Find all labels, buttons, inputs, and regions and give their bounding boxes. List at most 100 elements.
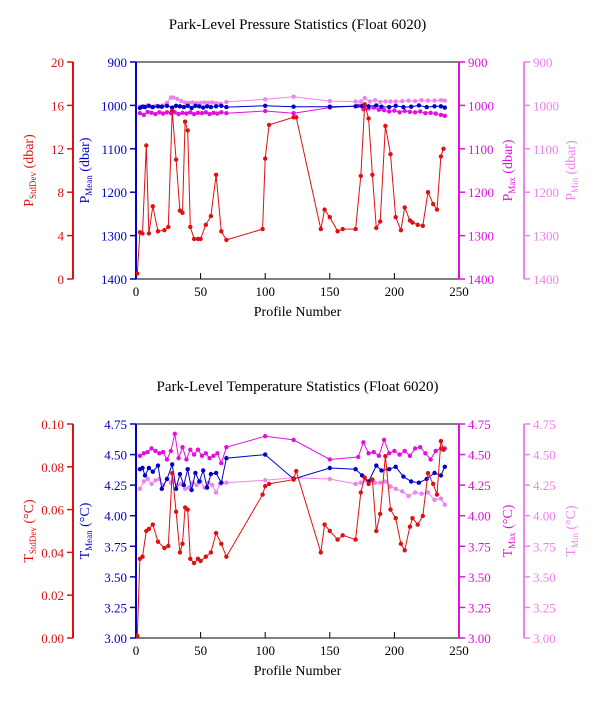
max-data-point bbox=[433, 448, 438, 454]
stddev-data-point bbox=[182, 119, 188, 124]
stddev-data-point bbox=[191, 560, 197, 566]
min-tick-label: 1300 bbox=[533, 229, 559, 244]
max-data-point bbox=[149, 446, 154, 451]
stddev-tick-label: 20 bbox=[51, 55, 64, 70]
max-tick-label: 1100 bbox=[468, 142, 494, 157]
min-data-point bbox=[438, 496, 444, 501]
stddev-data-point bbox=[420, 513, 425, 519]
max-data-point bbox=[402, 448, 407, 454]
mean-data-point bbox=[204, 104, 210, 109]
min-data-point bbox=[137, 486, 143, 491]
max-tick-label: 4.75 bbox=[468, 417, 491, 432]
min-tick-label: 3.50 bbox=[533, 570, 556, 585]
max-axis-label-unit: (dbar) bbox=[501, 139, 516, 177]
min-data-point bbox=[353, 481, 358, 487]
stddev-axis-label-unit: (°C) bbox=[22, 499, 37, 527]
stddev-data-point bbox=[340, 533, 345, 538]
stddev-data-point bbox=[213, 172, 219, 177]
stddev-data-point bbox=[374, 225, 379, 231]
max-data-point bbox=[188, 447, 193, 452]
mean-data-point bbox=[393, 103, 398, 109]
max-data-point bbox=[160, 449, 166, 455]
mean-data-point bbox=[146, 465, 152, 471]
max-data-point bbox=[195, 110, 201, 116]
mean-data-point bbox=[327, 465, 332, 471]
stddev-data-point bbox=[374, 528, 379, 534]
max-data-point bbox=[407, 109, 413, 115]
max-data-point bbox=[199, 453, 205, 458]
max-axis-label-main: T bbox=[501, 548, 516, 557]
min-data-point bbox=[182, 486, 188, 491]
x-tick-label: 0 bbox=[133, 643, 140, 658]
stddev-data-point bbox=[170, 471, 175, 476]
min-data-point bbox=[406, 98, 411, 103]
min-data-point bbox=[372, 480, 378, 485]
max-tick-label: 3.25 bbox=[468, 600, 491, 615]
min-data-point bbox=[378, 99, 383, 105]
stddev-data-point bbox=[425, 471, 431, 476]
max-tick-label: 900 bbox=[468, 55, 488, 70]
max-data-point bbox=[184, 111, 189, 116]
stddev-data-point bbox=[438, 154, 444, 159]
max-axis-label-sub: Max bbox=[507, 177, 517, 194]
min-data-point bbox=[149, 481, 154, 487]
max-data-point bbox=[157, 110, 162, 115]
mean-data-point bbox=[170, 105, 175, 110]
mean-data-point bbox=[142, 104, 148, 110]
stddev-data-point bbox=[198, 236, 203, 242]
stddev-data-point bbox=[366, 116, 371, 121]
stddev-tick-label: 0.06 bbox=[41, 503, 64, 518]
stddev-axis-label-main: P bbox=[22, 199, 37, 207]
x-tick-label: 0 bbox=[133, 284, 140, 299]
max-data-point bbox=[371, 449, 376, 455]
stddev-data-point bbox=[166, 543, 171, 549]
max-data-point bbox=[361, 440, 366, 445]
x-axis-label: Profile Number bbox=[254, 664, 342, 679]
stddev-data-point bbox=[441, 146, 446, 151]
max-data-point bbox=[176, 111, 181, 117]
min-data-point bbox=[367, 99, 373, 104]
min-axis-label-sub: Min bbox=[570, 533, 580, 549]
mean-data-point bbox=[387, 104, 392, 110]
max-data-point bbox=[215, 451, 220, 456]
stddev-data-point bbox=[322, 522, 327, 527]
stddev-tick-label: 0.10 bbox=[41, 417, 64, 432]
min-data-point bbox=[442, 98, 447, 103]
stddev-tick-label: 12 bbox=[51, 142, 64, 157]
stddev-data-point bbox=[203, 554, 208, 559]
min-tick-label: 4.75 bbox=[533, 417, 556, 432]
mean-data-point bbox=[442, 464, 447, 469]
max-data-point bbox=[141, 112, 146, 118]
max-data-point bbox=[224, 445, 229, 450]
mean-data-point bbox=[193, 470, 198, 476]
max-data-point bbox=[184, 457, 189, 462]
mean-data-point bbox=[150, 104, 155, 110]
mean-data-point bbox=[140, 465, 145, 471]
stddev-data-point bbox=[402, 548, 407, 553]
min-data-point bbox=[438, 98, 444, 103]
min-data-point bbox=[425, 490, 431, 495]
max-data-point bbox=[203, 110, 208, 115]
max-data-point bbox=[387, 451, 392, 456]
max-data-point bbox=[402, 108, 407, 114]
stddev-data-point bbox=[150, 204, 155, 209]
stddev-data-point bbox=[441, 447, 446, 452]
max-data-point bbox=[418, 109, 423, 114]
mean-data-point bbox=[438, 104, 444, 109]
stddev-data-point bbox=[136, 633, 140, 638]
stddev-data-point bbox=[203, 222, 208, 227]
stddev-data-point bbox=[140, 554, 145, 559]
mean-data-point bbox=[401, 474, 406, 479]
max-tick-label: 1300 bbox=[468, 229, 494, 244]
mean-tick-label: 3.75 bbox=[104, 539, 127, 554]
max-axis-label-sub: Max bbox=[507, 532, 517, 549]
min-data-point bbox=[141, 479, 146, 484]
stddev-data-point bbox=[335, 229, 340, 234]
stddev-data-point bbox=[170, 108, 175, 114]
stddev-data-point bbox=[378, 219, 383, 224]
mean-data-point bbox=[424, 104, 429, 110]
mean-data-point bbox=[224, 104, 229, 110]
min-data-point bbox=[383, 99, 388, 104]
stddev-data-point bbox=[260, 492, 265, 497]
min-data-point bbox=[198, 100, 203, 106]
